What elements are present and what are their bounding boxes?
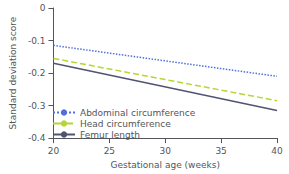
svg-text:-0.4: -0.4	[28, 133, 46, 143]
svg-text:30: 30	[160, 146, 172, 156]
svg-text:-0.3: -0.3	[28, 101, 46, 111]
svg-text:Gestational age (weeks): Gestational age (weeks)	[111, 160, 220, 170]
svg-text:-0.1: -0.1	[28, 36, 46, 46]
svg-text:25: 25	[104, 146, 115, 156]
svg-text:35: 35	[215, 146, 226, 156]
svg-text:Head circumference: Head circumference	[80, 119, 171, 129]
svg-text:0: 0	[40, 3, 46, 13]
svg-text:Abdominal circumference: Abdominal circumference	[80, 108, 196, 118]
svg-text:Standard deviation score: Standard deviation score	[8, 16, 18, 129]
svg-text:40: 40	[271, 146, 283, 156]
svg-text:-0.2: -0.2	[28, 68, 46, 78]
svg-text:20: 20	[48, 146, 60, 156]
svg-text:Femur length: Femur length	[80, 130, 140, 140]
